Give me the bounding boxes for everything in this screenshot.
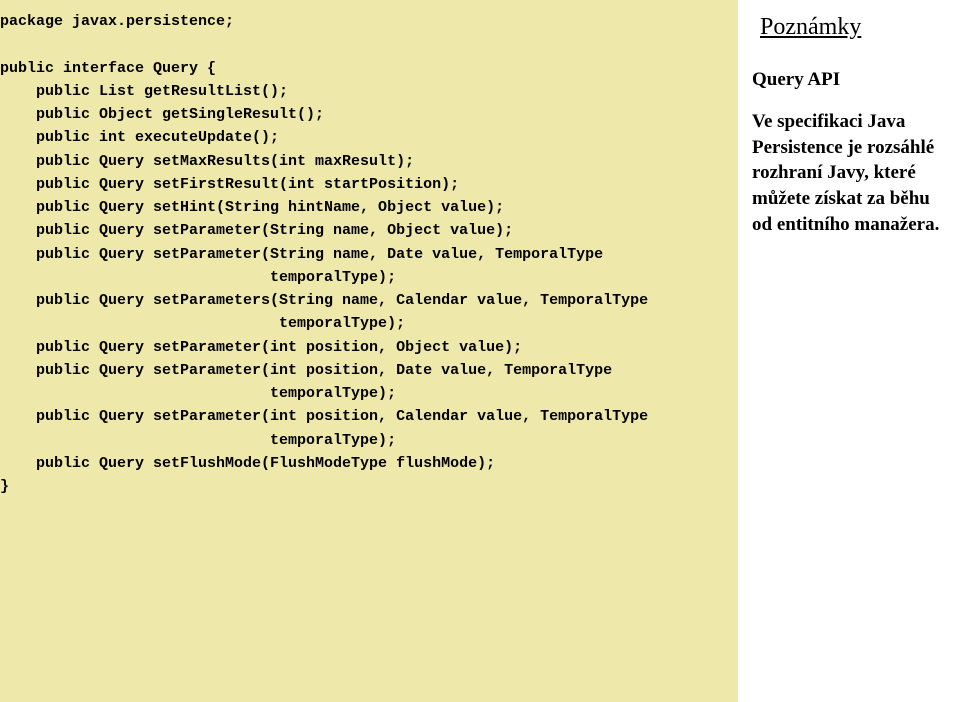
notes-title: Poznámky [760, 14, 946, 41]
code-line: public Query setParameter(int position, … [0, 408, 648, 425]
code-block: package javax.persistence; public interf… [0, 10, 728, 498]
code-line: public Query setParameter(String name, O… [0, 222, 513, 239]
code-line: public Query setParameter(int position, … [0, 362, 612, 379]
code-line: public interface Query { [0, 60, 216, 77]
notes-panel: Poznámky Query API Ve specifikaci Java P… [738, 0, 960, 702]
code-line: public List getResultList(); [0, 83, 288, 100]
code-line: public Query setMaxResults(int maxResult… [0, 153, 414, 170]
code-line: temporalType); [0, 432, 396, 449]
code-line: public Query setFlushMode(FlushModeType … [0, 455, 495, 472]
code-line: temporalType); [0, 385, 396, 402]
code-line: public int executeUpdate(); [0, 129, 279, 146]
notes-body: Ve specifikaci Java Persistence je rozsá… [752, 109, 946, 237]
code-line: public Object getSingleResult(); [0, 106, 324, 123]
code-line: temporalType); [0, 269, 396, 286]
code-line: public Query setParameter(int position, … [0, 339, 522, 356]
code-line: package javax.persistence; [0, 13, 234, 30]
code-line: public Query setParameter(String name, D… [0, 246, 603, 263]
code-panel: package javax.persistence; public interf… [0, 0, 738, 702]
code-line: temporalType); [0, 315, 405, 332]
page: package javax.persistence; public interf… [0, 0, 960, 702]
code-line: } [0, 478, 9, 495]
code-line: public Query setHint(String hintName, Ob… [0, 199, 504, 216]
notes-heading: Query API [752, 69, 946, 91]
code-line: public Query setParameters(String name, … [0, 292, 648, 309]
code-line: public Query setFirstResult(int startPos… [0, 176, 459, 193]
